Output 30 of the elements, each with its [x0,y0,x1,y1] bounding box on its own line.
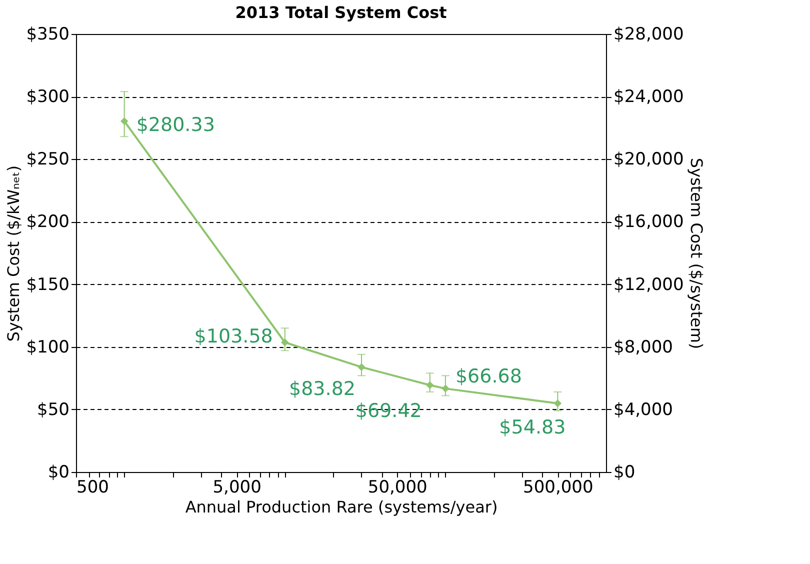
y-tick-label: $250 [26,150,70,170]
x-tick-label: 500,000 [523,478,594,498]
data-label: $54.83 [499,416,566,438]
y2-tick-label: $24,000 [614,87,684,108]
y2-tick-label: $28,000 [614,24,684,44]
y2-tick-label: $8,000 [614,337,673,358]
x-tick-label: 50,000 [368,478,428,498]
y2-tick-label: $16,000 [614,212,684,232]
y-tick-label: $150 [26,274,70,295]
chart-title: 2013 Total System Cost [235,3,448,22]
y-tick-label: $50 [37,400,70,420]
x-tick-label: 5,000 [212,478,262,498]
y-tick-label: $100 [26,337,70,358]
data-label: $66.68 [455,366,522,388]
y2-tick-label: $12,000 [614,274,684,295]
x-tick-label: 500 [76,478,109,498]
y2-axis-title: System Cost ($/system) [686,158,706,350]
data-label: $280.33 [136,114,215,136]
y2-tick-label: $0 [614,462,636,482]
y-axis-title: System Cost ($/kWₙₑₜ) [4,165,24,342]
y2-tick-label: $20,000 [614,150,684,170]
y-tick-label: $350 [26,24,70,44]
y-tick-label: $0 [48,462,70,482]
data-label: $69.42 [355,400,422,422]
y-tick-label: $200 [26,212,70,232]
data-label: $83.82 [289,378,356,400]
data-label: $103.58 [194,325,273,348]
y2-tick-label: $4,000 [614,400,673,420]
x-axis-title: Annual Production Rare (systems/year) [185,498,498,516]
y-tick-label: $300 [26,87,70,108]
